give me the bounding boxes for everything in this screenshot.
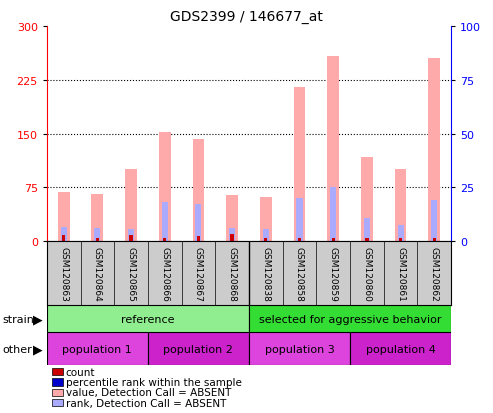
Bar [128,230,134,242]
Text: population 4: population 4 [366,344,435,354]
Bar [361,157,373,242]
Bar [92,195,103,242]
Bar [298,238,301,242]
Bar [96,238,99,242]
Bar [350,332,451,366]
Text: GSM120858: GSM120858 [295,247,304,301]
Bar [62,236,66,242]
Bar [249,306,451,332]
Text: strain: strain [2,314,35,324]
Bar [229,229,235,242]
Text: ▶: ▶ [33,313,43,325]
Bar [260,197,272,242]
Bar [263,230,269,242]
Bar [195,204,202,242]
Text: GSM120862: GSM120862 [430,247,439,301]
Bar [197,237,200,242]
Text: GSM120863: GSM120863 [59,247,68,301]
Text: GSM120867: GSM120867 [194,247,203,301]
Text: GSM120861: GSM120861 [396,247,405,301]
Bar [47,332,148,366]
Bar [193,139,204,242]
Bar [159,133,171,242]
Bar [249,332,350,366]
Bar [364,218,370,242]
Text: ▶: ▶ [33,342,43,356]
Text: selected for aggressive behavior: selected for aggressive behavior [259,314,441,324]
Text: population 2: population 2 [164,344,233,354]
Text: reference: reference [121,314,175,324]
Bar [94,229,101,242]
Bar [61,227,67,242]
Bar [395,170,406,242]
Bar [428,59,440,242]
Text: value, Detection Call = ABSENT: value, Detection Call = ABSENT [66,387,231,397]
Bar [294,88,305,242]
Text: GSM120866: GSM120866 [160,247,169,301]
Text: count: count [66,367,95,377]
Bar [162,202,168,242]
Bar [163,238,167,242]
Bar [125,170,137,242]
Bar [399,238,402,242]
Text: GDS2399 / 146677_at: GDS2399 / 146677_at [170,10,323,24]
Text: rank, Detection Call = ABSENT: rank, Detection Call = ABSENT [66,398,226,408]
Bar [230,235,234,242]
Bar [330,188,336,242]
Text: percentile rank within the sample: percentile rank within the sample [66,377,242,387]
Text: GSM120859: GSM120859 [329,247,338,301]
Bar [148,332,249,366]
Text: GSM120865: GSM120865 [127,247,136,301]
Text: population 3: population 3 [265,344,334,354]
Bar [365,238,369,242]
Text: GSM120860: GSM120860 [362,247,371,301]
Text: GSM120868: GSM120868 [228,247,237,301]
Text: other: other [2,344,32,354]
Bar [331,238,335,242]
Bar [47,306,249,332]
Bar [58,193,70,242]
Text: population 1: population 1 [63,344,132,354]
Bar [129,236,133,242]
Bar [264,238,268,242]
Bar [397,226,404,242]
Text: GSM120838: GSM120838 [261,247,270,301]
Bar [226,196,238,242]
Bar [431,200,437,242]
Bar [432,238,436,242]
Bar [327,57,339,242]
Bar [296,199,303,242]
Text: GSM120864: GSM120864 [93,247,102,301]
